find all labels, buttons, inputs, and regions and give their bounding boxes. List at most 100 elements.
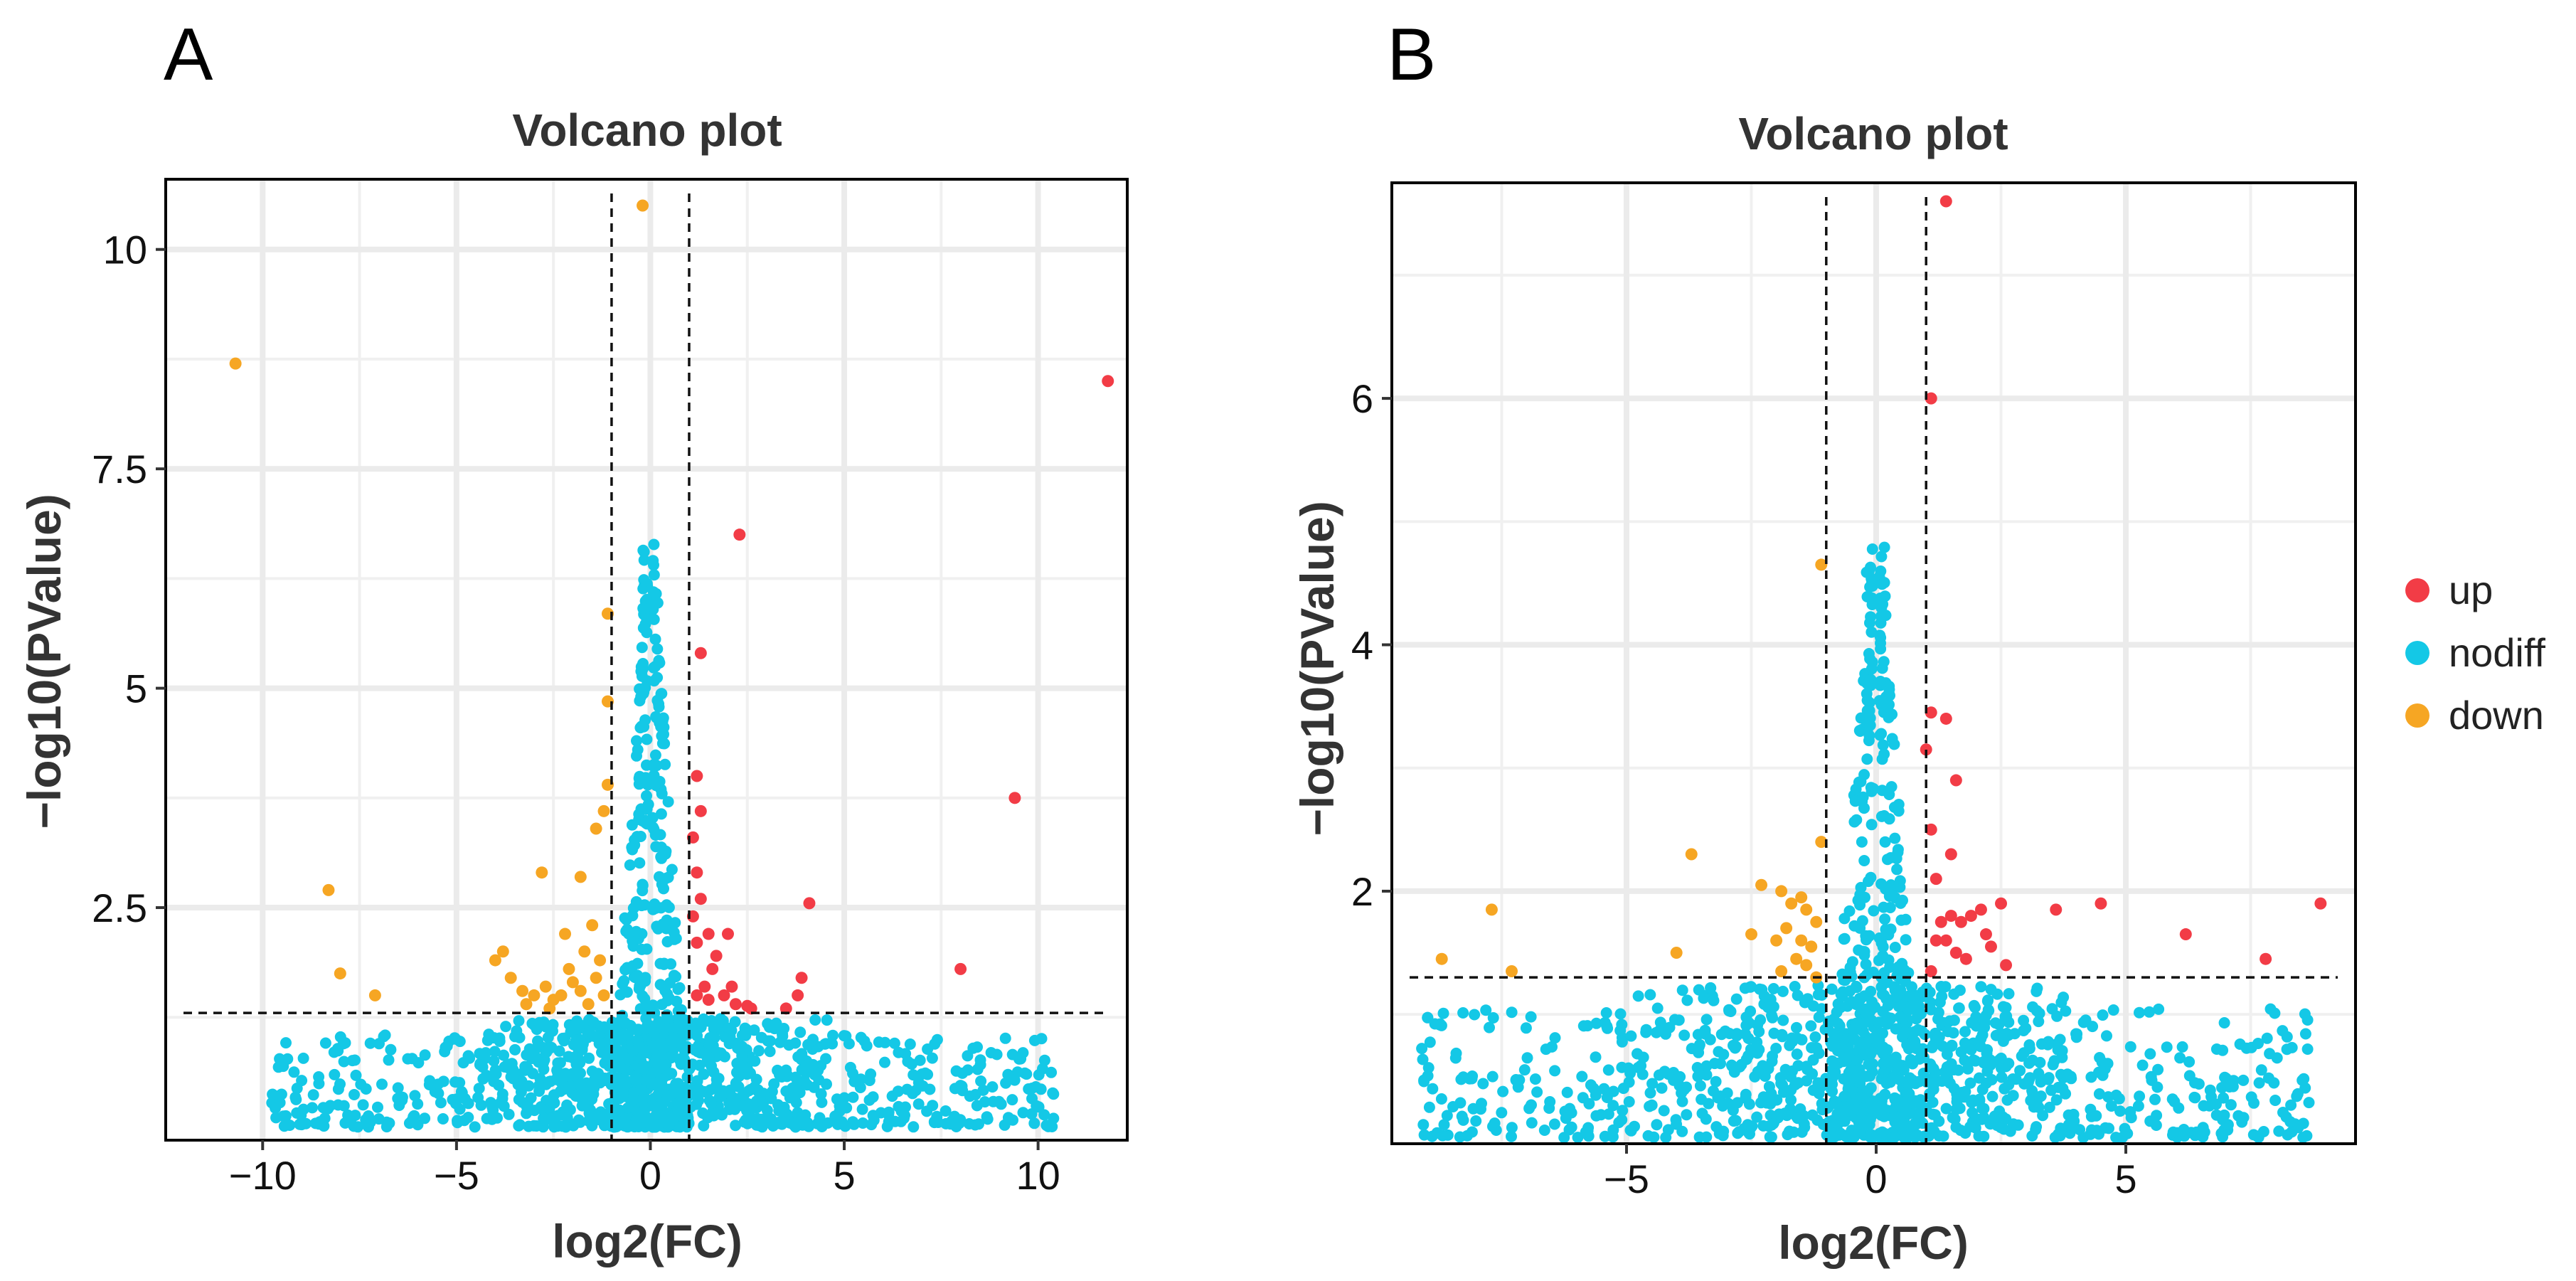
point-nodiff [1497,1085,1509,1097]
point-nodiff [1880,923,1892,935]
point-nodiff [1879,913,1891,925]
point-nodiff [863,1075,875,1086]
point-nodiff [2102,1058,2114,1070]
point-nodiff [2277,1025,2289,1037]
point-nodiff [408,1111,420,1123]
point-nodiff [1942,1072,1954,1084]
point-nodiff [557,1032,569,1044]
point-nodiff [514,1119,526,1131]
point-nodiff [1636,1068,1649,1080]
point-nodiff [1888,1110,1900,1122]
point-up [691,770,703,782]
point-nodiff [2001,1094,2013,1106]
point-nodiff [1883,954,1895,966]
point-nodiff [2292,1088,2304,1100]
point-nodiff [489,1046,501,1058]
point-nodiff [659,738,671,750]
point-nodiff [1437,1007,1449,1019]
point-nodiff [656,787,668,799]
point-nodiff [681,1041,693,1053]
point-nodiff [1784,1070,1797,1083]
point-nodiff [1730,993,1742,1005]
point-down [1670,947,1683,960]
panel-a-y-axis-title: −log10(PValue) [18,494,70,829]
point-nodiff [603,1116,615,1128]
point-nodiff [637,544,649,556]
point-nodiff [1948,988,1960,1000]
point-nodiff [1962,1063,1974,1075]
point-nodiff [423,1079,435,1090]
point-nodiff [647,555,659,567]
point-nodiff [1701,1069,1713,1081]
point-nodiff [1477,1078,1489,1090]
point-nodiff [500,1021,512,1033]
point-nodiff [639,972,651,984]
panel-b-x-tick-label: 0 [1865,1157,1887,1201]
point-nodiff [794,1026,807,1038]
point-nodiff [319,1037,331,1049]
point-nodiff [1728,1066,1740,1078]
point-nodiff [1773,1108,1785,1120]
point-nodiff [1006,1048,1018,1061]
point-nodiff [1678,1029,1691,1041]
point-nodiff [1730,1115,1742,1127]
point-nodiff [2301,1129,2313,1142]
point-nodiff [814,1112,826,1124]
point-nodiff [1733,1126,1745,1138]
point-nodiff [1457,1007,1469,1019]
point-nodiff [1740,1028,1751,1040]
point-nodiff [654,657,666,669]
point-up [1925,823,1937,836]
point-nodiff [661,1012,674,1024]
point-nodiff [1806,1109,1819,1121]
point-nodiff [1489,1117,1501,1129]
point-nodiff [1863,648,1875,659]
point-nodiff [1812,989,1824,1001]
point-nodiff [1834,1001,1846,1014]
point-nodiff [275,1088,287,1100]
panel-b-x-tick-label: 5 [2114,1157,2136,1201]
point-nodiff [491,1112,503,1124]
point-up [1954,915,1967,928]
point-nodiff [2124,1106,2136,1118]
point-nodiff [2119,1122,2131,1134]
point-nodiff [355,1078,367,1090]
point-nodiff [583,1014,595,1026]
point-nodiff [765,1117,777,1129]
point-nodiff [1676,1095,1688,1107]
point-nodiff [654,871,665,883]
point-nodiff [1045,1066,1058,1078]
point-nodiff [1980,1009,1992,1021]
point-nodiff [654,979,666,991]
point-nodiff [291,1083,303,1095]
point-down [1790,952,1803,965]
point-nodiff [1865,985,1877,997]
point-nodiff [338,1100,350,1112]
point-nodiff [641,733,653,745]
point-up [1925,706,1937,719]
point-up [706,962,719,975]
panel-b-x-tick-label: −5 [1604,1157,1649,1201]
point-nodiff [639,714,651,726]
point-nodiff [1441,1110,1453,1122]
point-down [1780,922,1793,935]
point-nodiff [756,1121,768,1133]
point-nodiff [614,989,627,1001]
point-nodiff [280,1037,292,1049]
point-nodiff [661,1111,674,1123]
point-nodiff [494,1097,506,1109]
point-nodiff [640,1012,652,1024]
point-down [559,927,572,940]
point-nodiff [1676,1125,1688,1137]
point-nodiff [624,859,636,871]
point-nodiff [879,1036,891,1048]
point-nodiff [441,1040,453,1052]
point-nodiff [1777,1014,1789,1026]
point-nodiff [488,1055,500,1067]
point-nodiff [2067,1115,2079,1127]
panel-b-y-tick-label: 2 [1351,869,1373,914]
point-nodiff [634,1003,646,1015]
point-nodiff [979,1096,991,1108]
point-nodiff [2016,1050,2028,1062]
